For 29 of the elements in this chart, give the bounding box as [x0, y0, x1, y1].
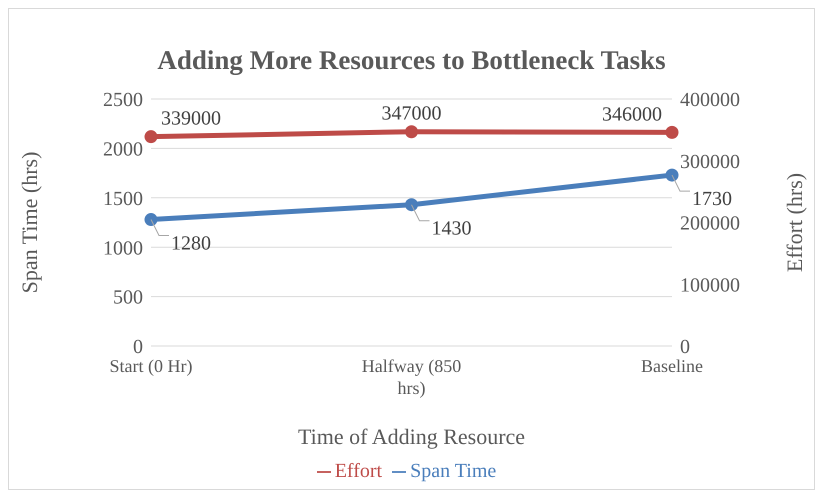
point — [405, 198, 418, 212]
y2-tick-label: 100000 — [680, 274, 740, 296]
y2-tick-label: 400000 — [680, 89, 740, 112]
data-label: 339000 — [161, 108, 221, 130]
legend-label: Effort — [334, 460, 382, 482]
y-axis-title: Span Time (hrs) — [16, 152, 42, 294]
y-tick-label: 500 — [113, 286, 143, 309]
x-tick-label: Start (0 Hr) — [110, 356, 192, 376]
point — [144, 213, 158, 226]
y-tick-label: 1500 — [103, 188, 143, 210]
y-tick-label: 2000 — [103, 138, 143, 160]
y2-tick-label: 300000 — [680, 150, 740, 173]
data-label: 1430 — [432, 218, 472, 240]
data-label: 1730 — [692, 188, 732, 210]
y2-tick-label: 0 — [680, 336, 690, 358]
chart-title: Adding More Resources to Bottleneck Tasks — [156, 45, 667, 76]
y2-axis-title: Effort (hrs) — [782, 172, 807, 272]
x-tick-label: Baseline — [641, 356, 703, 376]
x-axis-title: Time of Adding Resource — [298, 424, 526, 449]
data-label: 346000 — [602, 103, 662, 126]
point — [666, 168, 678, 182]
data-label: 347000 — [382, 102, 442, 125]
y2-tick-label: 200000 — [680, 212, 740, 235]
y-tick-label: 2500 — [103, 89, 143, 112]
legend-label: Span Time — [410, 460, 496, 482]
x-tick-label: Halfway (850 hrs) — [362, 356, 462, 398]
y-tick-label: 1000 — [103, 237, 143, 260]
y-tick-label: 0 — [133, 336, 143, 358]
data-label: 1280 — [171, 232, 211, 255]
